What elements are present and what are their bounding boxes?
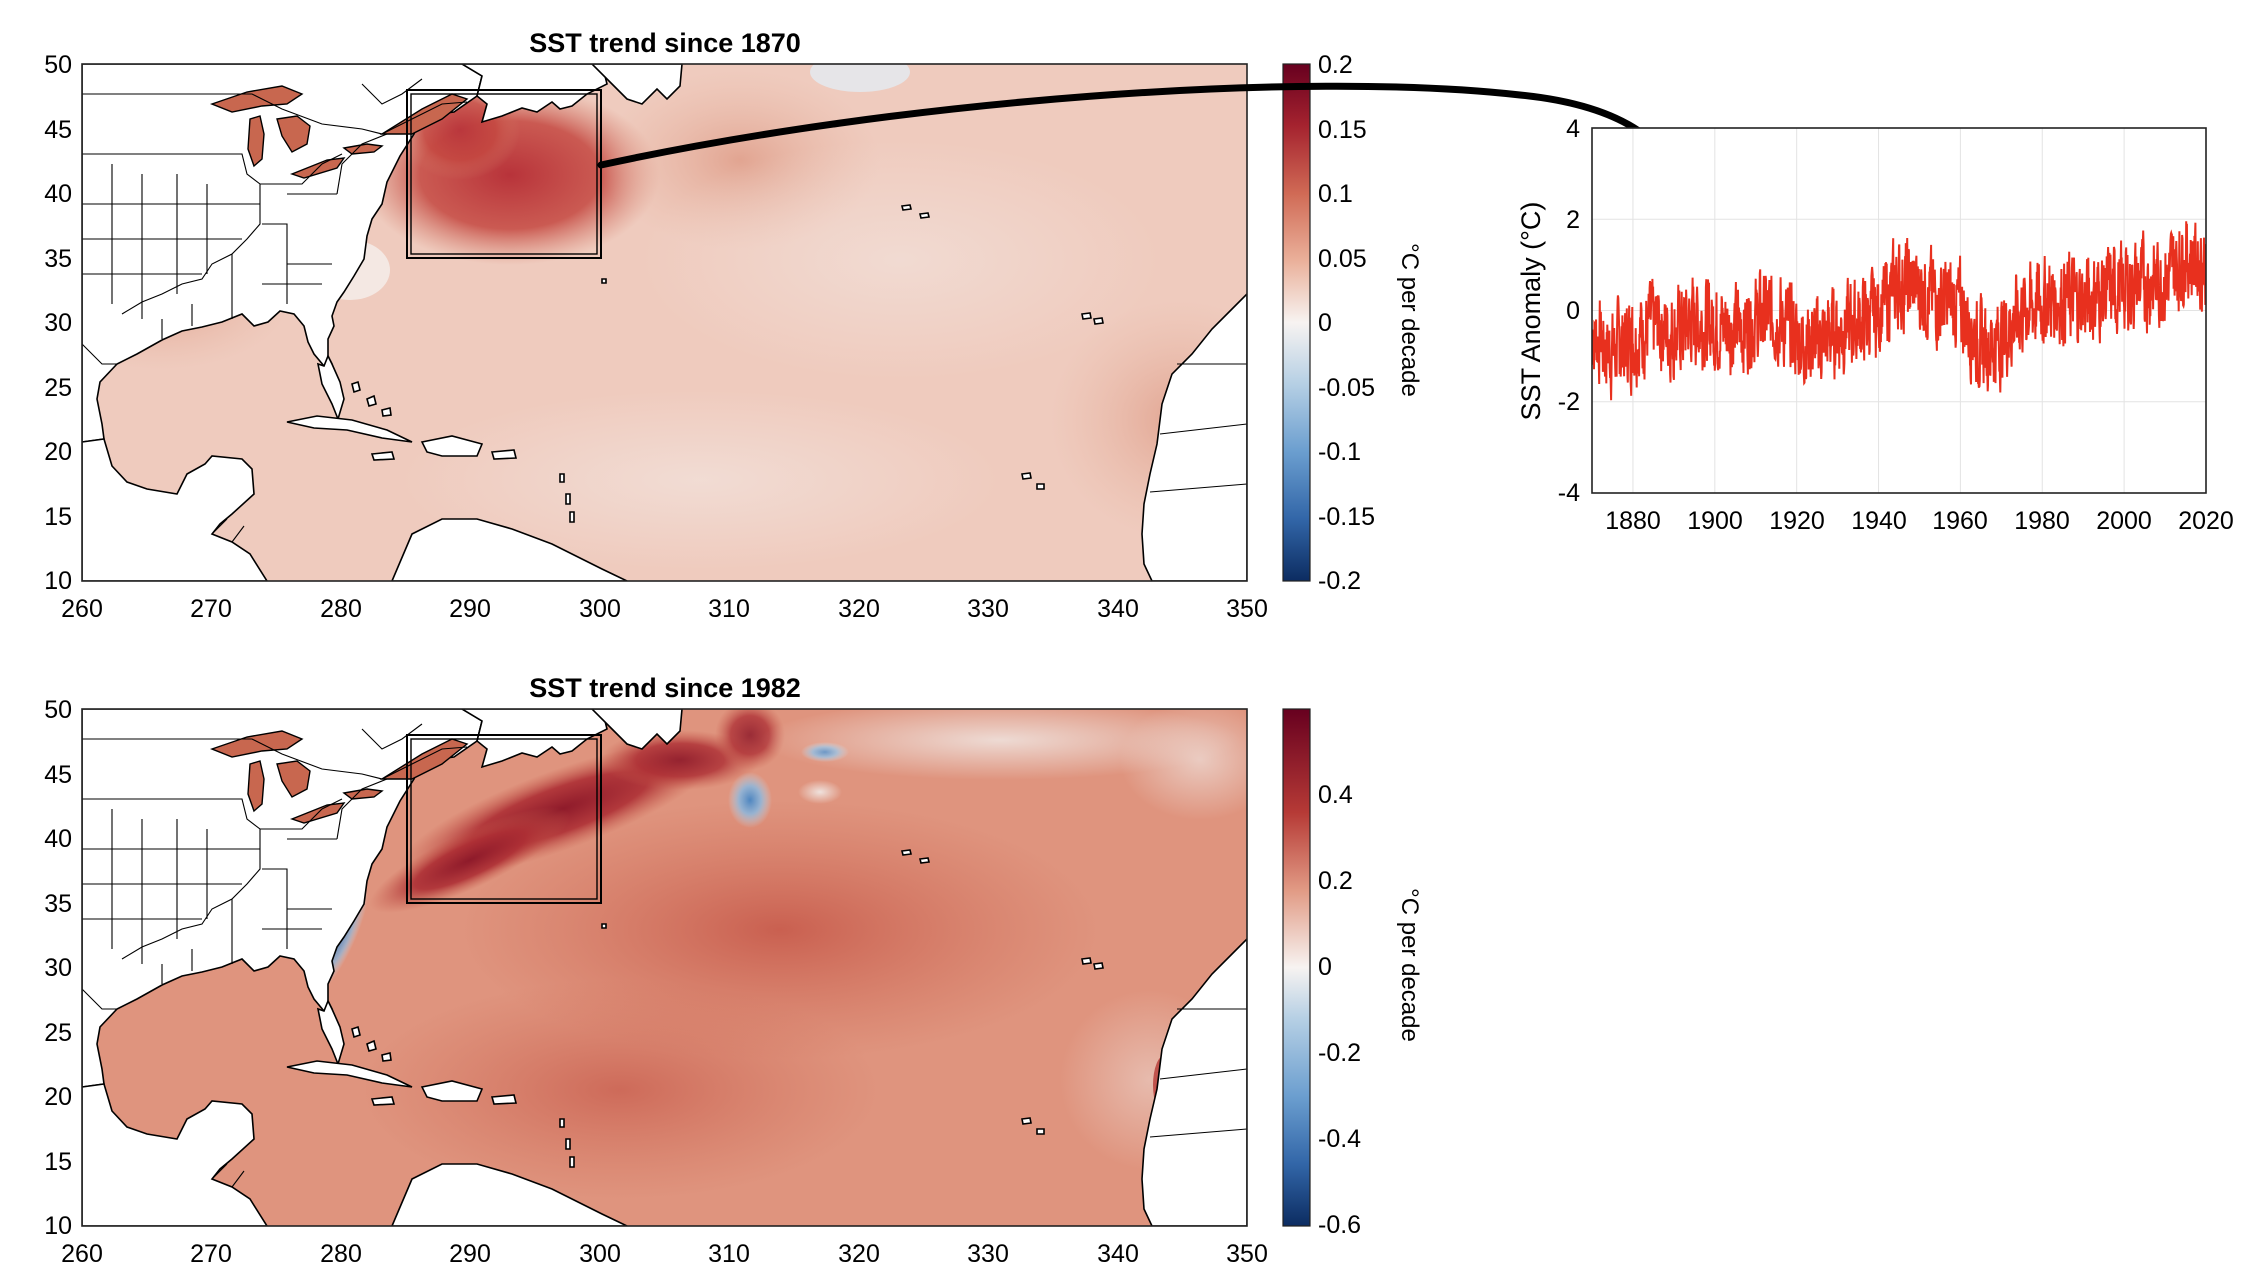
- x-tick: 350: [1226, 1240, 1268, 1268]
- colorbar-tick: 0.05: [1318, 245, 1367, 273]
- map-1870-x-axis: 260 270 280 290 300 310 320 330 340 350: [61, 595, 1268, 623]
- anomaly-y-label: SST Anomaly (°C): [1516, 202, 1546, 421]
- map-1870-frame: [81, 63, 1248, 582]
- colorbar-tick: 0: [1318, 953, 1332, 981]
- y-tick: 35: [44, 890, 72, 918]
- y-tick: 40: [44, 180, 72, 208]
- y-tick: 4: [1566, 115, 1580, 143]
- colorbar-tick: 0: [1318, 309, 1332, 337]
- x-tick: 320: [838, 595, 880, 623]
- colorbar-tick: -0.6: [1318, 1211, 1361, 1239]
- y-tick: 2: [1566, 206, 1580, 234]
- colorbar-label: °C per decade: [1396, 888, 1423, 1042]
- x-tick: 1940: [1851, 507, 1907, 535]
- map-1982: SST trend since 1982: [44, 673, 1423, 1268]
- colorbar-tick: 0.2: [1318, 867, 1353, 895]
- y-tick: 30: [44, 954, 72, 982]
- colorbar-tick: 0.15: [1318, 116, 1367, 144]
- map-1982-title: SST trend since 1982: [529, 673, 801, 703]
- y-tick: 25: [44, 374, 72, 402]
- map-1870-y-axis: 50 45 40 35 30 25 20 15 10: [44, 51, 72, 595]
- y-tick: 45: [44, 116, 72, 144]
- map-1870-title: SST trend since 1870: [529, 28, 801, 58]
- x-tick: 280: [320, 595, 362, 623]
- colorbar-label: °C per decade: [1396, 243, 1423, 397]
- y-tick: 0: [1566, 297, 1580, 325]
- map-1982-x-axis: 260 270 280 290 300 310 320 330 340 350: [61, 1240, 1268, 1268]
- y-tick: 10: [44, 1212, 72, 1240]
- x-tick: 260: [61, 1240, 103, 1268]
- y-tick: 30: [44, 309, 72, 337]
- x-tick: 300: [579, 595, 621, 623]
- y-tick: 50: [44, 51, 72, 79]
- map-1870-region-box: [406, 89, 602, 259]
- anomaly-series-line: [1592, 221, 2206, 401]
- y-tick: 40: [44, 825, 72, 853]
- colorbar-tick: 0.2: [1318, 51, 1353, 79]
- map-1870: SST trend since 1870 50 45 40: [44, 28, 1423, 623]
- map-1982-y-axis: 50 45 40 35 30 25 20 15 10: [44, 696, 72, 1240]
- anomaly-x-axis: 1880 1900 1920 1940 1960 1980 2000 2020: [1605, 507, 2234, 535]
- colorbar-1982: 0.4 0.2 0 -0.2 -0.4 -0.6 °C per decade: [1282, 708, 1423, 1239]
- x-tick: 2000: [2096, 507, 2152, 535]
- colorbar-tick: -0.15: [1318, 503, 1375, 531]
- x-tick: 1920: [1769, 507, 1825, 535]
- x-tick: 320: [838, 1240, 880, 1268]
- y-tick: -4: [1558, 479, 1580, 507]
- y-tick: 35: [44, 245, 72, 273]
- colorbar-tick: -0.2: [1318, 1039, 1361, 1067]
- x-tick: 280: [320, 1240, 362, 1268]
- anomaly-frame: [1591, 127, 2207, 494]
- y-tick: 25: [44, 1019, 72, 1047]
- colorbar-tick: -0.2: [1318, 567, 1361, 595]
- x-tick: 300: [579, 1240, 621, 1268]
- x-tick: 270: [190, 1240, 232, 1268]
- cold-patch: [728, 772, 772, 828]
- x-tick: 1880: [1605, 507, 1661, 535]
- x-tick: 340: [1097, 595, 1139, 623]
- x-tick: 340: [1097, 1240, 1139, 1268]
- y-tick: -2: [1558, 388, 1580, 416]
- y-tick: 10: [44, 567, 72, 595]
- x-tick: 290: [449, 595, 491, 623]
- x-tick: 270: [190, 595, 232, 623]
- colorbar-1870: 0.2 0.15 0.1 0.05 0 -0.05 -0.1 -0.15 -0.…: [1282, 51, 1423, 595]
- y-tick: 45: [44, 761, 72, 789]
- anomaly-chart: 4 2 0 -2 -4 SST Anomaly (°C) 1880 1900 1…: [1516, 115, 2234, 535]
- y-tick: 15: [44, 503, 72, 531]
- x-tick: 260: [61, 595, 103, 623]
- x-tick: 330: [967, 595, 1009, 623]
- colorbar-tick: -0.1: [1318, 438, 1361, 466]
- x-tick: 1980: [2014, 507, 2070, 535]
- map-1982-frame: [81, 708, 1248, 1227]
- map-1982-field: [82, 709, 1247, 1226]
- x-tick: 310: [708, 1240, 750, 1268]
- colorbar-tick: 0.4: [1318, 781, 1353, 809]
- x-tick: 330: [967, 1240, 1009, 1268]
- colorbar-tick: 0.1: [1318, 180, 1353, 208]
- map-1870-field: [82, 64, 1247, 581]
- colorbar-tick: -0.4: [1318, 1125, 1361, 1153]
- y-tick: 15: [44, 1148, 72, 1176]
- x-tick: 310: [708, 595, 750, 623]
- map-1982-region-box: [406, 734, 602, 904]
- y-tick: 20: [44, 438, 72, 466]
- x-tick: 1900: [1687, 507, 1743, 535]
- x-tick: 350: [1226, 595, 1268, 623]
- y-tick: 20: [44, 1083, 72, 1111]
- anomaly-y-axis: 4 2 0 -2 -4 SST Anomaly (°C): [1516, 115, 1580, 507]
- colorbar-tick: -0.05: [1318, 374, 1375, 402]
- y-tick: 50: [44, 696, 72, 724]
- x-tick: 2020: [2178, 507, 2234, 535]
- x-tick: 290: [449, 1240, 491, 1268]
- x-tick: 1960: [1932, 507, 1988, 535]
